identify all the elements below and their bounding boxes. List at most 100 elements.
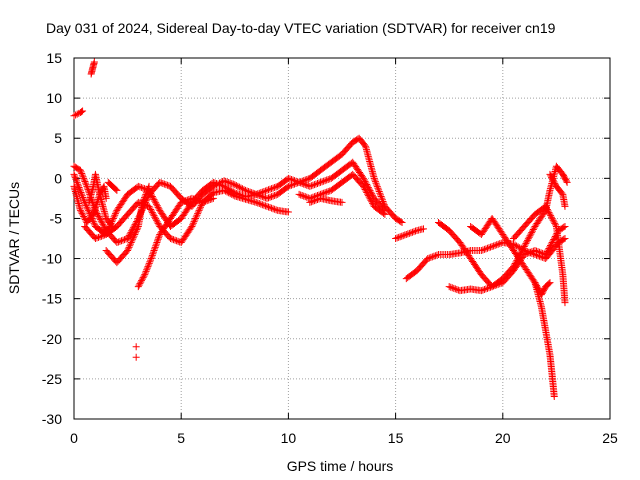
point-trace-i	[424, 255, 432, 263]
y-tick-label: 5	[54, 130, 62, 146]
point-trace-m	[548, 215, 556, 223]
point-trace-b	[269, 184, 277, 192]
point-trace-a	[268, 193, 276, 201]
point-trace-c	[194, 208, 202, 216]
point-trace-k	[483, 284, 491, 292]
point-trace-d	[125, 243, 133, 251]
point-trace-i	[427, 253, 435, 261]
point-trace-h	[396, 233, 404, 241]
point-trace-b	[111, 211, 119, 219]
point-trace-i	[482, 245, 490, 253]
point-trace-e	[200, 198, 208, 206]
point-trace-k	[528, 248, 536, 256]
point-trace-a	[376, 189, 384, 197]
point-trace-b	[71, 172, 79, 180]
point-trace-m	[546, 210, 554, 218]
point-trace-d	[143, 187, 151, 195]
point-trace-a	[81, 178, 89, 186]
point-trace-e	[141, 271, 149, 279]
y-tick-label: -30	[42, 411, 62, 427]
point-trace-e	[180, 197, 188, 205]
point-trace-b	[79, 195, 87, 203]
point-trace-p	[92, 202, 100, 210]
point-trace-a	[97, 217, 105, 225]
point-trace-k	[496, 280, 504, 288]
point-trace-n	[533, 282, 541, 290]
point-trace-c	[255, 200, 263, 208]
point-trace-a	[378, 196, 386, 204]
point-trace-k	[453, 285, 461, 293]
point-trace-j	[529, 226, 537, 234]
point-trace-c	[271, 205, 279, 213]
point-trace-a	[238, 185, 246, 193]
point-trace-a	[124, 233, 132, 241]
point-trace-f	[324, 188, 332, 196]
point-trace-a	[271, 192, 279, 200]
point-trace-f	[362, 187, 370, 195]
point-trace-c	[189, 219, 197, 227]
point-trace-p	[91, 204, 99, 212]
point-trace-b	[321, 177, 329, 185]
point-trace-e	[149, 250, 157, 258]
point-trace-c	[194, 210, 202, 218]
point-trace-b	[254, 190, 262, 198]
point-trace-c	[148, 207, 156, 215]
point-trace-h	[405, 229, 413, 237]
point-trace-c	[95, 233, 103, 241]
point-trace-d	[142, 189, 150, 197]
point-trace-q	[108, 221, 116, 229]
point-trace-c	[226, 190, 234, 198]
point-trace-f	[301, 193, 309, 201]
point-trace-c	[191, 214, 199, 222]
point-trace-d	[128, 237, 136, 245]
point-trace-c	[142, 201, 150, 209]
point-trace-n	[531, 279, 539, 287]
point-trace-d	[132, 227, 140, 235]
point-trace-d	[139, 197, 147, 205]
point-trace-e	[136, 280, 144, 288]
point-trace-d	[127, 239, 135, 247]
point-trace-b	[313, 179, 321, 187]
point-trace-a	[379, 197, 387, 205]
point-trace-b	[287, 175, 295, 183]
point-trace-k	[494, 280, 502, 288]
point-trace-d	[144, 186, 152, 194]
point-early-high	[72, 111, 80, 119]
point-trace-k	[531, 247, 539, 255]
point-trace-b	[361, 177, 369, 185]
point-trace-e	[153, 239, 161, 247]
point-trace-b	[318, 178, 326, 186]
point-trace-h	[393, 234, 401, 242]
x-tick-label: 20	[495, 430, 511, 446]
point-trace-b	[297, 179, 305, 187]
point-trace-b	[315, 179, 323, 187]
point-trace-b	[298, 179, 306, 187]
axis-ticks	[73, 57, 611, 420]
point-trace-h	[410, 228, 418, 236]
point-trace-j	[519, 244, 527, 252]
point-trace-o	[550, 178, 558, 186]
point-trace-d	[129, 235, 137, 243]
point-trace-a	[232, 182, 240, 190]
point-trace-m	[542, 202, 550, 210]
point-trace-c	[222, 187, 230, 195]
point-trace-d	[131, 229, 139, 237]
point-trace-b	[212, 179, 220, 187]
point-trace-g	[306, 198, 314, 206]
point-trace-k	[522, 250, 530, 258]
point-trace-a	[94, 211, 102, 219]
point-trace-b	[306, 182, 314, 190]
point-trace-k	[480, 285, 488, 293]
point-trace-a	[127, 228, 135, 236]
point-trace-i	[483, 244, 491, 252]
point-trace-j	[522, 239, 530, 247]
point-trace-a	[76, 166, 84, 174]
point-trace-k	[447, 283, 455, 291]
point-trace-p	[77, 208, 85, 216]
x-tick-label: 25	[602, 430, 618, 446]
point-trace-k	[546, 243, 554, 251]
point-trace-b	[84, 206, 92, 214]
point-trace-e	[139, 274, 147, 282]
point-trace-e	[137, 278, 145, 286]
point-trace-i	[493, 241, 501, 249]
